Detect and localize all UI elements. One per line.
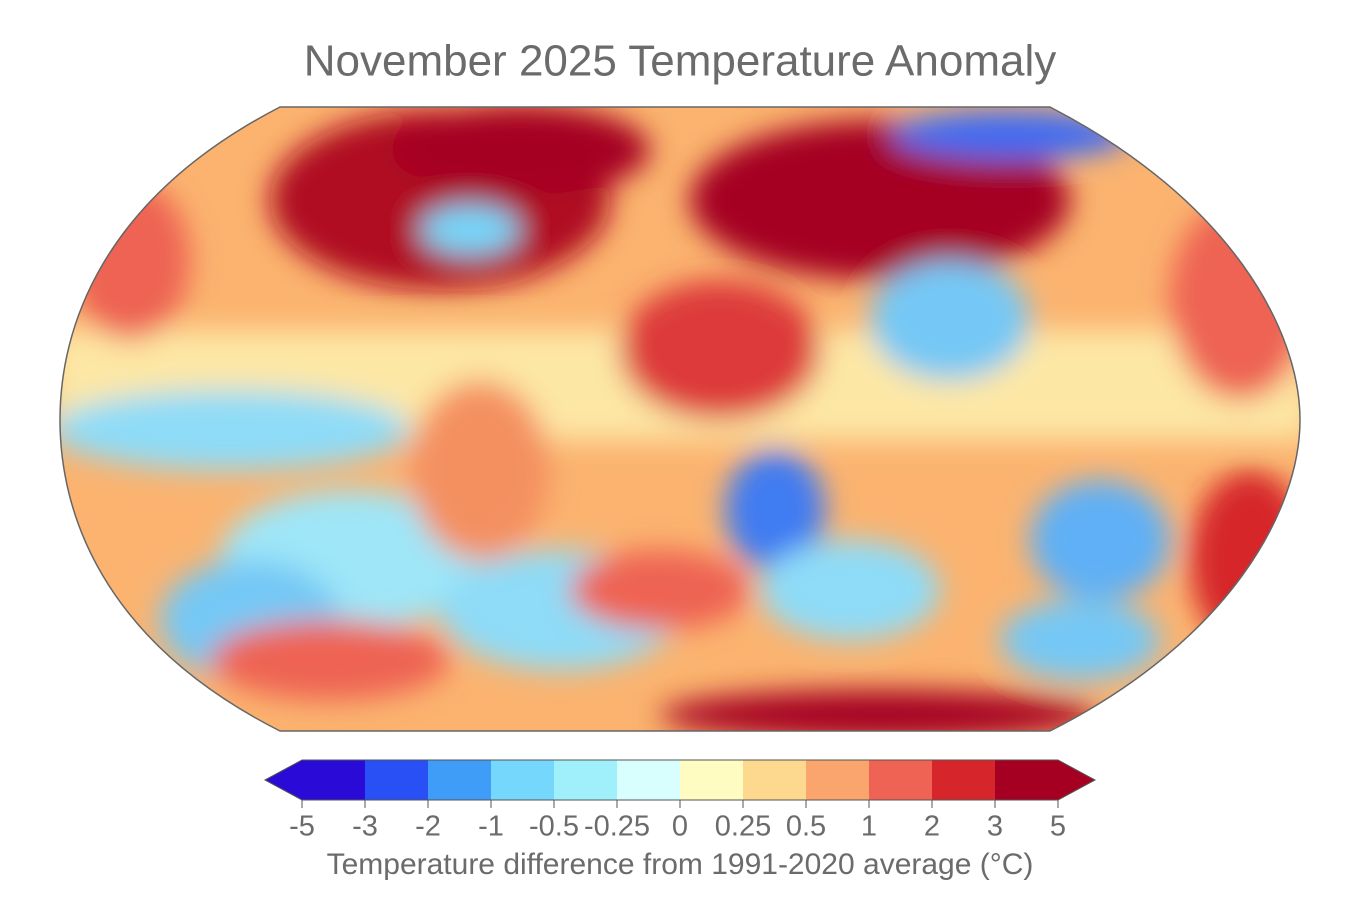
colorbar-bin (932, 760, 996, 800)
colorbar-bin (554, 760, 618, 800)
colorbar-tick-label: 0 (672, 811, 688, 843)
colorbar-tick-label: 2 (924, 811, 940, 843)
colorbar-bin (869, 760, 933, 800)
colorbar-bin (365, 760, 429, 800)
colorbar-bin (617, 760, 681, 800)
colorbar-tick-label: -5 (289, 811, 315, 843)
colorbar-bin (743, 760, 807, 800)
colorbar-tick-label: 1 (861, 811, 877, 843)
colorbar-extension (265, 760, 302, 800)
colorbar: -5 -3 -2 -1 -0.5 -0.25 0 0.25 0.5 1 2 3 5 (263, 759, 1097, 843)
colorbar-tick-label: -0.25 (584, 811, 650, 843)
colorbar-tick-label: 3 (987, 811, 1003, 843)
colorbar-tick-label: -3 (352, 811, 378, 843)
colorbar-label: Temperature difference from 1991-2020 av… (327, 848, 1034, 881)
map-title: November 2025 Temperature Anomaly (304, 37, 1057, 86)
colorbar-bin (806, 760, 870, 800)
colorbar-tick-label: -2 (415, 811, 441, 843)
colorbar-tick-label: -1 (478, 811, 504, 843)
colorbar-tick-label: 0.5 (786, 811, 826, 843)
colorbar-tick-label: -0.5 (529, 811, 579, 843)
map-border (59, 106, 1301, 732)
colorbar-tick-label: 5 (1050, 811, 1066, 843)
colorbar-bin (491, 760, 555, 800)
colorbar-bin (995, 760, 1059, 800)
colorbar-bin (680, 760, 744, 800)
colorbar-bin (428, 760, 492, 800)
colorbar-bin (302, 760, 366, 800)
anomaly-map (60, 107, 1300, 731)
colorbar-extension (1058, 760, 1095, 800)
colorbar-tick-label: 0.25 (715, 811, 771, 843)
